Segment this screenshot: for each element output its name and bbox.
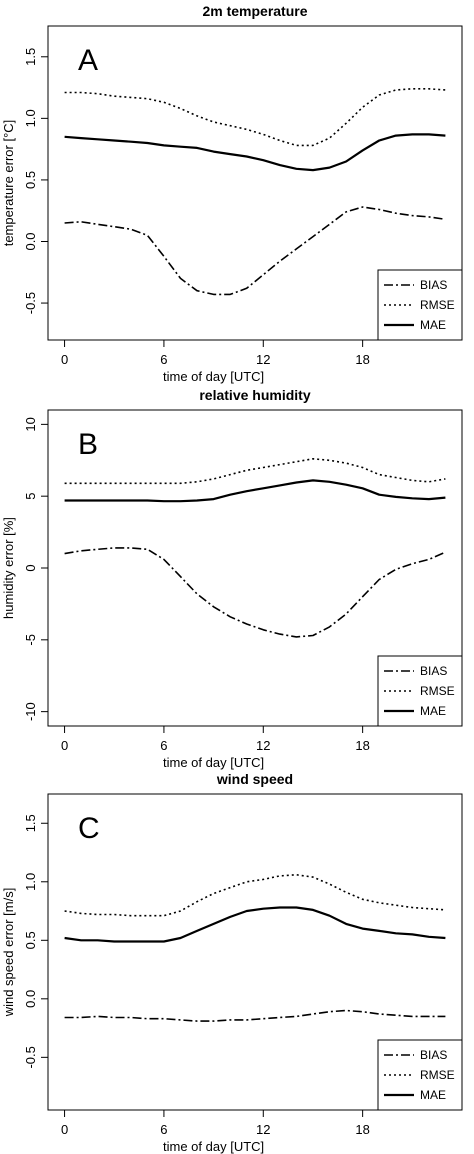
chart-c-series-mae-line [64,906,446,943]
chart-a-legend-label-rmse: RMSE [420,298,455,312]
chart-c-legend-label-bias: BIAS [420,1048,447,1062]
chart-b-series-mae-line [64,479,446,503]
chart-c-x-tick-label: 6 [160,1122,167,1137]
chart-c: wind speed C 0 6 12 18 -0.5 0.0 0.5 1.0 1.5 time of… [1,771,463,1154]
chart-a-series-bias-line [64,206,446,296]
chart-b-legend: BIAS RMSE MAE [377,655,463,727]
chart-a-legend: BIAS RMSE MAE [377,269,463,341]
chart-a-series-rmse-line [64,88,446,147]
chart-a-legend-label-bias: BIAS [420,278,447,292]
chart-c-series-rmse-line [64,873,446,917]
chart-c-x-tick-label: 0 [61,1122,68,1137]
chart-c-panel-label: C [78,812,100,845]
chart-a-y-tick-label: 0.5 [23,171,38,189]
chart-b-x-tick-label: 0 [61,738,68,753]
chart-c-x-tick-label: 18 [355,1122,369,1137]
chart-b-legend-box [377,655,463,727]
chart-a-y-axis-label: temperature error [°C] [1,120,16,247]
chart-b-x-tick-label: 6 [160,738,167,753]
chart-a-x-tick-label: 18 [355,352,369,367]
chart-b-y-tick-label: 0 [23,564,38,571]
chart-a-y-tick-label: 1.0 [23,109,38,127]
chart-b-series-bias-line [64,547,446,638]
chart-c-legend-label-rmse: RMSE [420,1068,455,1082]
chart-a: 2m temperature A 0 6 12 18 -0.5 0.0 0.5 1.0 1.5 tim… [1,3,463,384]
chart-a-x-tick-label: 12 [256,352,270,367]
chart-a-x-tick-label: 6 [160,352,167,367]
chart-c-legend: BIAS RMSE MAE [377,1039,463,1111]
chart-c-y-axis-label: wind speed error [m/s] [1,888,16,1018]
chart-b-y-tick-label: -5 [23,634,38,646]
chart-a-y-tick-label: 0.0 [23,232,38,250]
chart-b-x-tick-label: 12 [256,738,270,753]
chart-a-y-tick-label: -0.5 [23,292,38,314]
chart-b-y-axis-label: humidity error [%] [1,517,16,619]
chart-b: relative humidity B 0 6 12 18 -10 -5 0 5 10 time of… [1,387,463,770]
chart-b-x-tick-label: 18 [355,738,369,753]
chart-a-panel-label: A [78,44,98,77]
chart-c-series-bias-line [64,1009,446,1022]
chart-b-legend-label-mae: MAE [420,704,446,718]
chart-c-x-tick-label: 12 [256,1122,270,1137]
chart-a-title: 2m temperature [202,3,307,19]
chart-b-y-tick-label: 5 [23,493,38,500]
chart-c-plot-frame [47,793,463,1111]
chart-c-legend-box [377,1039,463,1111]
chart-a-series-mae-line [64,133,446,172]
chart-c-title: wind speed [216,771,293,787]
chart-a-x-tick-label: 0 [61,352,68,367]
chart-b-y-tick-label: -10 [23,702,38,721]
chart-b-series-rmse-line [64,457,446,485]
chart-a-plot-frame [47,25,463,341]
chart-a-legend-box [377,269,463,341]
chart-b-x-axis-label: time of day [UTC] [163,755,264,770]
chart-c-y-tick-label: 1.5 [23,814,38,832]
chart-c-y-tick-label: 1.0 [23,873,38,891]
chart-b-title: relative humidity [199,387,310,403]
chart-c-legend-label-mae: MAE [420,1088,446,1102]
chart-b-panel-label: B [78,428,98,461]
chart-b-legend-label-bias: BIAS [420,664,447,678]
chart-c-x-axis-label: time of day [UTC] [163,1139,264,1154]
chart-a-x-axis-label: time of day [UTC] [163,369,264,384]
chart-a-y-tick-label: 1.5 [23,48,38,66]
chart-c-y-tick-label: -0.5 [23,1046,38,1068]
chart-c-y-tick-label: 0.5 [23,931,38,949]
chart-b-y-tick-label: 10 [23,417,38,431]
chart-b-legend-label-rmse: RMSE [420,684,455,698]
chart-a-legend-label-mae: MAE [420,318,446,332]
chart-c-y-tick-label: 0.0 [23,990,38,1008]
